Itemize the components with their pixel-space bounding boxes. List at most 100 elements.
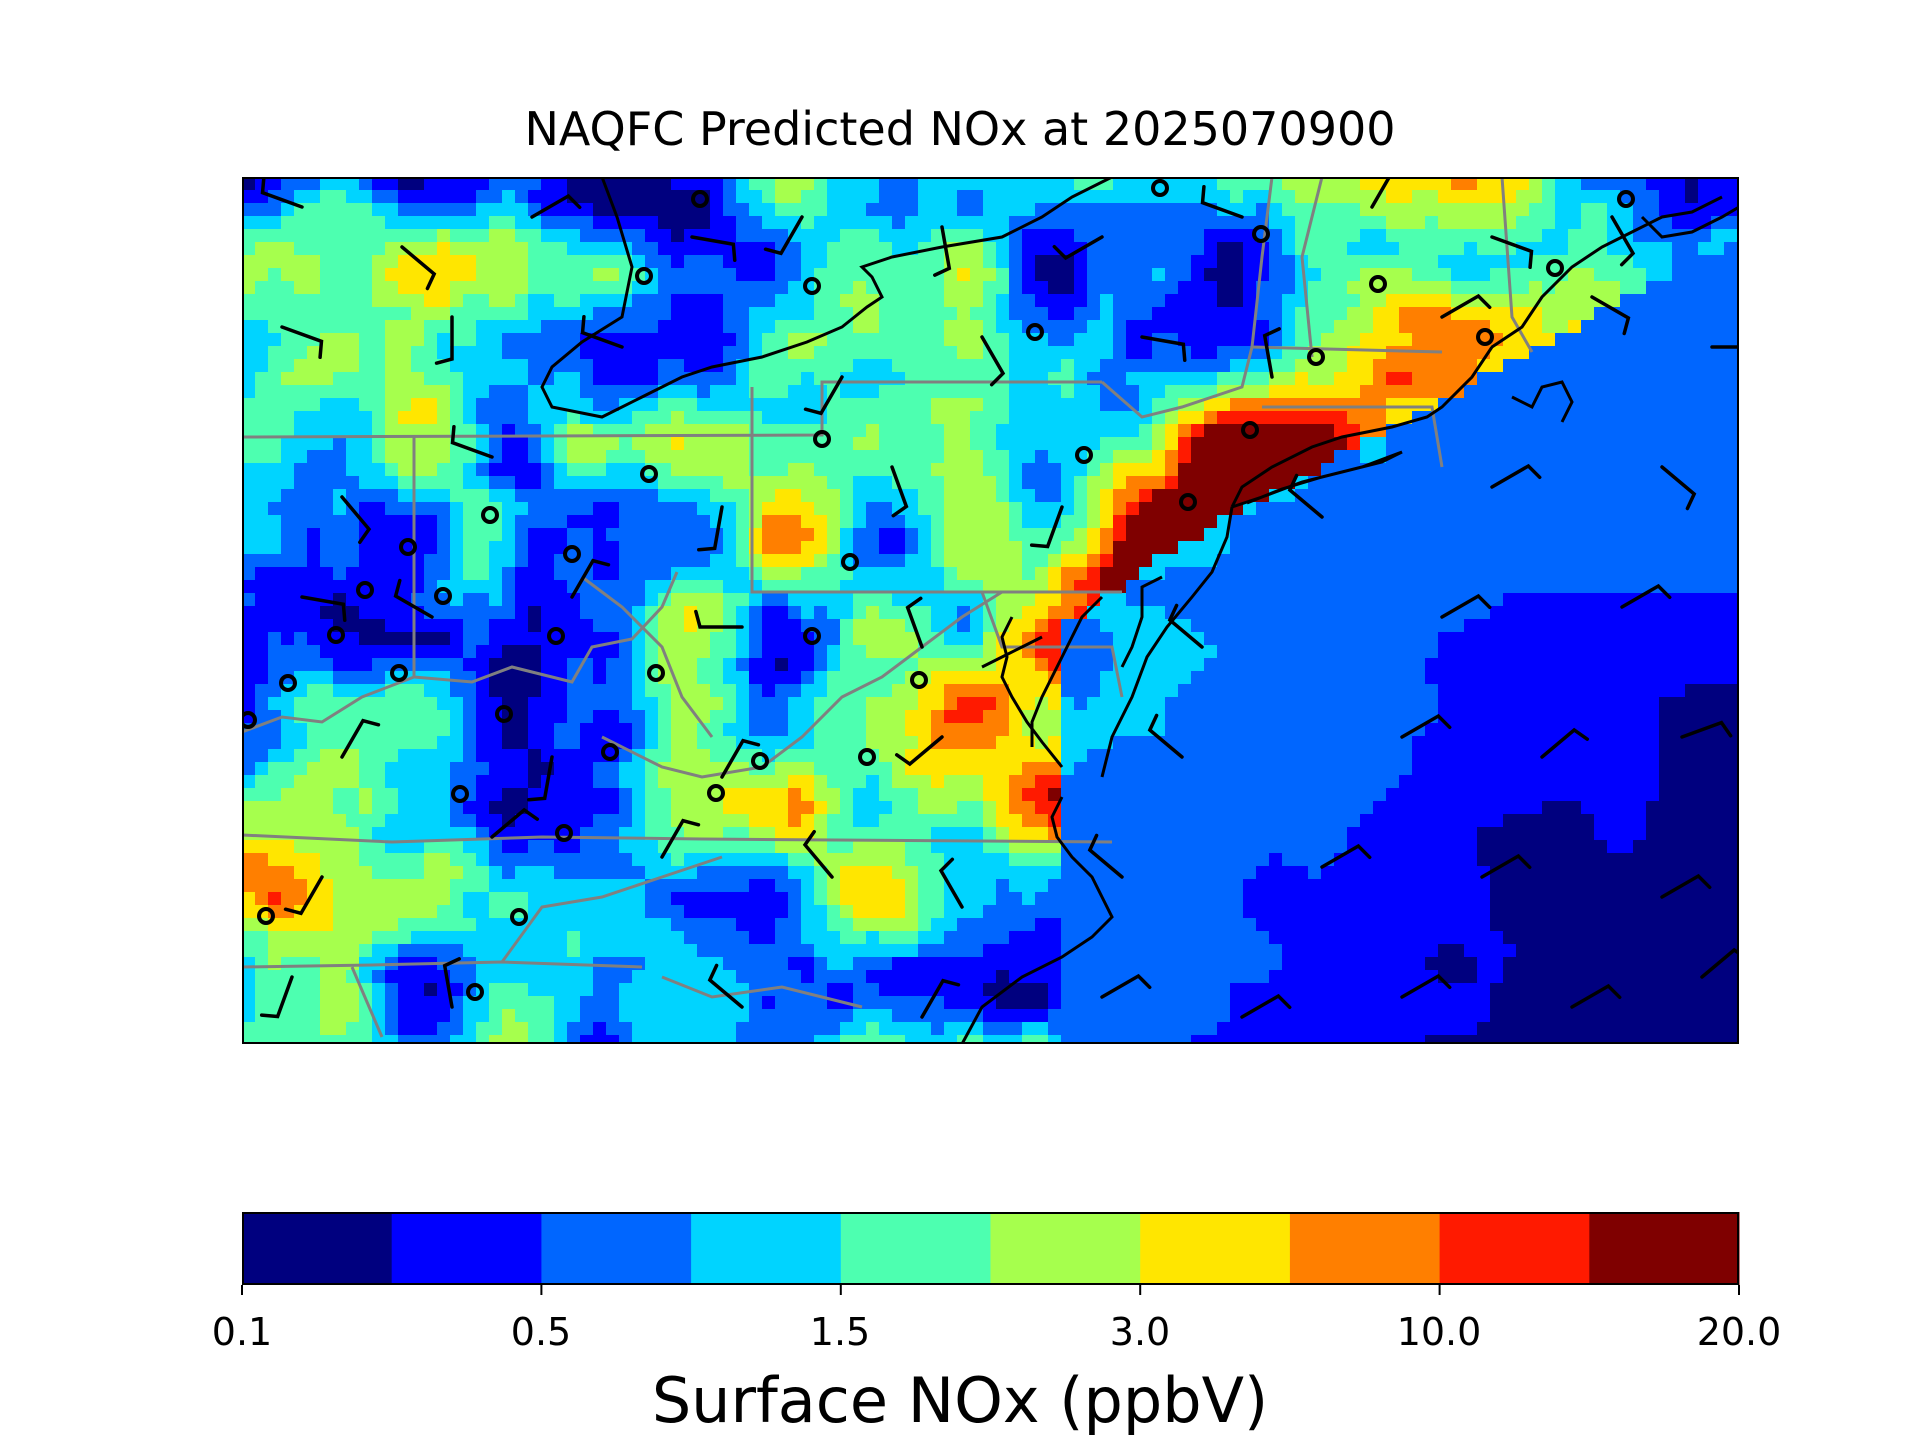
heat-cell <box>1503 723 1517 737</box>
heat-cell <box>489 632 503 646</box>
heat-cell <box>541 411 555 425</box>
heat-cell <box>1503 411 1517 425</box>
heat-cell <box>619 567 633 581</box>
heat-cell <box>892 723 906 737</box>
heat-cell <box>1308 281 1322 295</box>
heat-cell <box>879 203 893 217</box>
heat-cell <box>294 242 308 256</box>
heat-cell <box>957 359 971 373</box>
heat-cell <box>775 606 789 620</box>
heat-cell <box>1451 645 1465 659</box>
heat-cell <box>957 723 971 737</box>
heat-cell <box>1360 502 1374 516</box>
heat-cell <box>281 658 295 672</box>
heat-cell <box>281 489 295 503</box>
heat-cell <box>1464 515 1478 529</box>
heat-cell <box>515 450 529 464</box>
heat-cell <box>1737 541 1739 555</box>
heat-cell <box>775 450 789 464</box>
heat-cell <box>320 255 334 269</box>
heat-cell <box>736 294 750 308</box>
heat-cell <box>580 515 594 529</box>
heat-cell <box>567 515 581 529</box>
heat-cell <box>1009 684 1023 698</box>
heat-cell <box>918 268 932 282</box>
heat-cell <box>411 190 425 204</box>
heat-cell <box>957 320 971 334</box>
heat-cell <box>1035 411 1049 425</box>
heat-cell <box>931 684 945 698</box>
heat-cell <box>320 697 334 711</box>
heat-cell <box>1659 372 1673 386</box>
heat-cell <box>1061 216 1075 230</box>
heat-cell <box>463 307 477 321</box>
heat-cell <box>1555 320 1569 334</box>
heat-cell <box>879 216 893 230</box>
heat-cell <box>1412 203 1426 217</box>
heat-cell <box>307 177 321 191</box>
heat-cell <box>1035 307 1049 321</box>
heat-cell <box>645 554 659 568</box>
heat-cell <box>840 177 854 191</box>
heat-cell <box>1490 424 1504 438</box>
heat-cell <box>762 372 776 386</box>
heat-cell <box>1516 281 1530 295</box>
heat-cell <box>1451 710 1465 724</box>
heat-cell <box>268 671 282 685</box>
heat-cell <box>1568 515 1582 529</box>
heat-cell <box>671 359 685 373</box>
heat-cell <box>1412 229 1426 243</box>
heat-cell <box>606 567 620 581</box>
heat-cell <box>1685 255 1699 269</box>
heat-cell <box>1321 658 1335 672</box>
heat-cell <box>736 593 750 607</box>
heat-cell <box>268 333 282 347</box>
heat-cell <box>801 580 815 594</box>
heat-cell <box>1516 359 1530 373</box>
heat-cell <box>1048 450 1062 464</box>
heat-cell <box>1711 567 1725 581</box>
heat-cell <box>1282 229 1296 243</box>
heat-cell <box>567 632 581 646</box>
heat-cell <box>1165 346 1179 360</box>
heat-cell <box>1282 528 1296 542</box>
heat-cell <box>1165 645 1179 659</box>
heat-cell <box>1126 619 1140 633</box>
heat-cell <box>814 554 828 568</box>
heat-cell <box>1581 346 1595 360</box>
heat-cell <box>1230 294 1244 308</box>
heat-cell <box>437 437 451 451</box>
heat-cell <box>294 281 308 295</box>
heat-cell <box>1243 281 1257 295</box>
heat-cell <box>541 463 555 477</box>
heat-cell <box>1620 177 1634 191</box>
heat-cell <box>333 411 347 425</box>
heat-cell <box>255 385 269 399</box>
heat-cell <box>827 632 841 646</box>
heat-cell <box>593 580 607 594</box>
heat-cell <box>1230 307 1244 321</box>
heat-cell <box>424 372 438 386</box>
heat-cell <box>1698 710 1712 724</box>
heat-cell <box>1139 710 1153 724</box>
heat-cell <box>1152 489 1166 503</box>
heat-cell <box>1425 359 1439 373</box>
heat-cell <box>944 320 958 334</box>
heat-cell <box>1646 255 1660 269</box>
heat-cell <box>1451 489 1465 503</box>
heat-cell <box>1399 229 1413 243</box>
heat-cell <box>1009 294 1023 308</box>
heat-cell <box>619 710 633 724</box>
heat-cell <box>385 333 399 347</box>
heat-cell <box>424 515 438 529</box>
heat-cell <box>1217 229 1231 243</box>
heat-cell <box>1100 541 1114 555</box>
heat-cell <box>1490 190 1504 204</box>
heat-cell <box>827 580 841 594</box>
heat-cell <box>1464 190 1478 204</box>
heat-cell <box>1178 515 1192 529</box>
heat-cell <box>801 554 815 568</box>
heat-cell <box>1074 320 1088 334</box>
heat-cell <box>1269 567 1283 581</box>
heat-cell <box>827 450 841 464</box>
